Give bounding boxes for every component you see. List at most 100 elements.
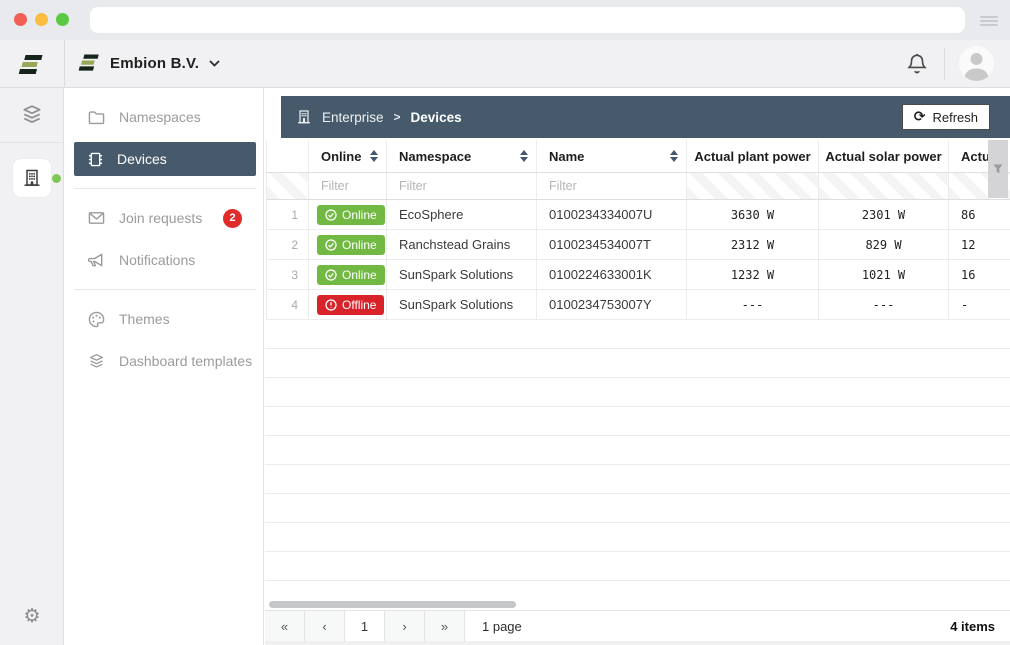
rail-enterprise-item[interactable] xyxy=(0,143,64,213)
column-header-online[interactable]: Online xyxy=(309,140,387,172)
window-controls xyxy=(14,13,69,26)
notifications-bell-icon[interactable] xyxy=(906,52,928,76)
name-cell: 0100234753007Y xyxy=(537,290,687,319)
filter-input-name[interactable] xyxy=(549,179,686,193)
close-window-button[interactable] xyxy=(14,13,27,26)
namespace-cell: Ranchstead Grains xyxy=(387,230,537,259)
namespace-cell: SunSpark Solutions xyxy=(387,290,537,319)
refresh-icon: ⟳ xyxy=(913,109,926,125)
palette-icon xyxy=(88,311,105,327)
filter-namespace[interactable] xyxy=(387,173,537,199)
megaphone-icon xyxy=(88,253,103,267)
truncated-cell: 86 xyxy=(961,207,976,222)
filter-cell-disabled xyxy=(687,173,819,199)
sort-icon[interactable] xyxy=(370,150,378,162)
chip-icon xyxy=(88,152,103,166)
page-count-label: 1 page xyxy=(482,618,522,634)
truncated-cell: - xyxy=(961,297,969,312)
org-switcher[interactable]: Embion B.V. xyxy=(78,52,220,74)
app-header: Embion B.V. xyxy=(0,40,1010,88)
column-header-plant-power[interactable]: Actual plant power xyxy=(687,140,819,172)
funnel-icon xyxy=(993,164,1003,174)
table-row[interactable]: 4 Offline SunSpark Solutions 01002347530… xyxy=(266,290,1010,320)
solar-power-cell: --- xyxy=(819,290,949,319)
sidebar-item-join-requests[interactable]: Join requests 2 xyxy=(74,201,256,235)
filter-name[interactable] xyxy=(537,173,687,199)
first-page-button[interactable]: « xyxy=(265,610,305,642)
rail-templates-item[interactable] xyxy=(0,88,64,143)
row-number: 2 xyxy=(267,230,309,259)
check-circle-icon xyxy=(325,208,337,221)
empty-rows-area xyxy=(265,320,1010,600)
divider xyxy=(64,40,65,87)
sort-icon[interactable] xyxy=(670,150,678,162)
maximize-window-button[interactable] xyxy=(56,13,69,26)
sidebar-item-label: Themes xyxy=(119,311,170,327)
app-logo-icon xyxy=(18,53,44,77)
layers-icon xyxy=(23,105,41,123)
column-header-namespace[interactable]: Namespace xyxy=(387,140,537,172)
filter-input-namespace[interactable] xyxy=(399,179,536,193)
row-number: 3 xyxy=(267,260,309,289)
truncated-cell: 12 xyxy=(961,237,976,252)
folder-icon xyxy=(88,110,105,124)
row-number: 4 xyxy=(267,290,309,319)
join-requests-badge: 2 xyxy=(223,208,242,228)
horizontal-scrollbar-thumb[interactable] xyxy=(269,601,516,608)
next-page-button[interactable]: › xyxy=(385,610,425,642)
column-header-name[interactable]: Name xyxy=(537,140,687,172)
breadcrumb-current: Devices xyxy=(410,109,462,125)
row-number: 1 xyxy=(267,200,309,229)
sidebar-item-notifications[interactable]: Notifications xyxy=(74,243,256,277)
solar-power-cell: 829 W xyxy=(819,230,949,259)
plant-power-cell: --- xyxy=(687,290,819,319)
minimize-window-button[interactable] xyxy=(35,13,48,26)
name-cell: 0100234534007T xyxy=(537,230,687,259)
sidebar-item-themes[interactable]: Themes xyxy=(74,302,256,336)
refresh-label: Refresh xyxy=(932,109,978,125)
refresh-button[interactable]: ⟳ Refresh xyxy=(901,104,990,130)
settings-gear-icon[interactable]: ⚙ xyxy=(23,605,41,627)
window-edge xyxy=(265,641,1010,645)
status-badge: Online xyxy=(317,204,385,225)
namespace-cell: EcoSphere xyxy=(387,200,537,229)
sort-icon[interactable] xyxy=(520,150,528,162)
table-row[interactable]: 3 Online SunSpark Solutions 010022463300… xyxy=(266,260,1010,290)
table-row[interactable]: 2 Online Ranchstead Grains 0100234534007… xyxy=(266,230,1010,260)
sidebar-item-devices[interactable]: Devices xyxy=(74,142,256,176)
building-icon xyxy=(296,109,312,125)
table-row[interactable]: 1 Online EcoSphere 0100234334007U 3630 W… xyxy=(266,200,1010,230)
prev-page-button[interactable]: ‹ xyxy=(305,610,345,642)
column-filter-corner[interactable] xyxy=(988,140,1008,198)
row-number-header xyxy=(267,140,309,172)
check-circle-icon xyxy=(325,268,337,281)
column-header-truncated[interactable]: Actu xyxy=(961,148,990,164)
divider xyxy=(944,48,945,80)
filter-online[interactable] xyxy=(309,173,387,199)
divider xyxy=(74,188,256,189)
browser-menu-icon[interactable] xyxy=(980,14,998,28)
status-badge: Online xyxy=(317,264,385,285)
sidebar-item-label: Notifications xyxy=(119,252,196,268)
sidebar-item-namespaces[interactable]: Namespaces xyxy=(74,100,256,134)
breadcrumb-root[interactable]: Enterprise xyxy=(322,109,384,125)
table-header-row: Online Namespace Name Actual plant power… xyxy=(266,140,1010,173)
divider xyxy=(74,289,256,290)
address-bar[interactable] xyxy=(90,7,965,33)
check-circle-icon xyxy=(325,238,337,251)
filter-cell-disabled xyxy=(819,173,949,199)
main-content: Enterprise > Devices ⟳ Refresh Online Na… xyxy=(265,88,1010,645)
current-page-button[interactable]: 1 xyxy=(345,610,385,642)
user-avatar[interactable] xyxy=(959,46,994,81)
namespace-cell: SunSpark Solutions xyxy=(387,260,537,289)
last-page-button[interactable]: » xyxy=(425,610,465,642)
sidebar-item-dashboard-templates[interactable]: Dashboard templates xyxy=(74,344,256,378)
column-header-solar-power[interactable]: Actual solar power xyxy=(819,140,949,172)
filter-input-online[interactable] xyxy=(321,179,386,193)
org-name: Embion B.V. xyxy=(110,54,200,72)
truncated-cell: 16 xyxy=(961,267,976,282)
breadcrumb-separator: > xyxy=(393,110,401,124)
name-cell: 0100224633001K xyxy=(537,260,687,289)
active-indicator-dot xyxy=(52,174,61,183)
solar-power-cell: 1021 W xyxy=(819,260,949,289)
